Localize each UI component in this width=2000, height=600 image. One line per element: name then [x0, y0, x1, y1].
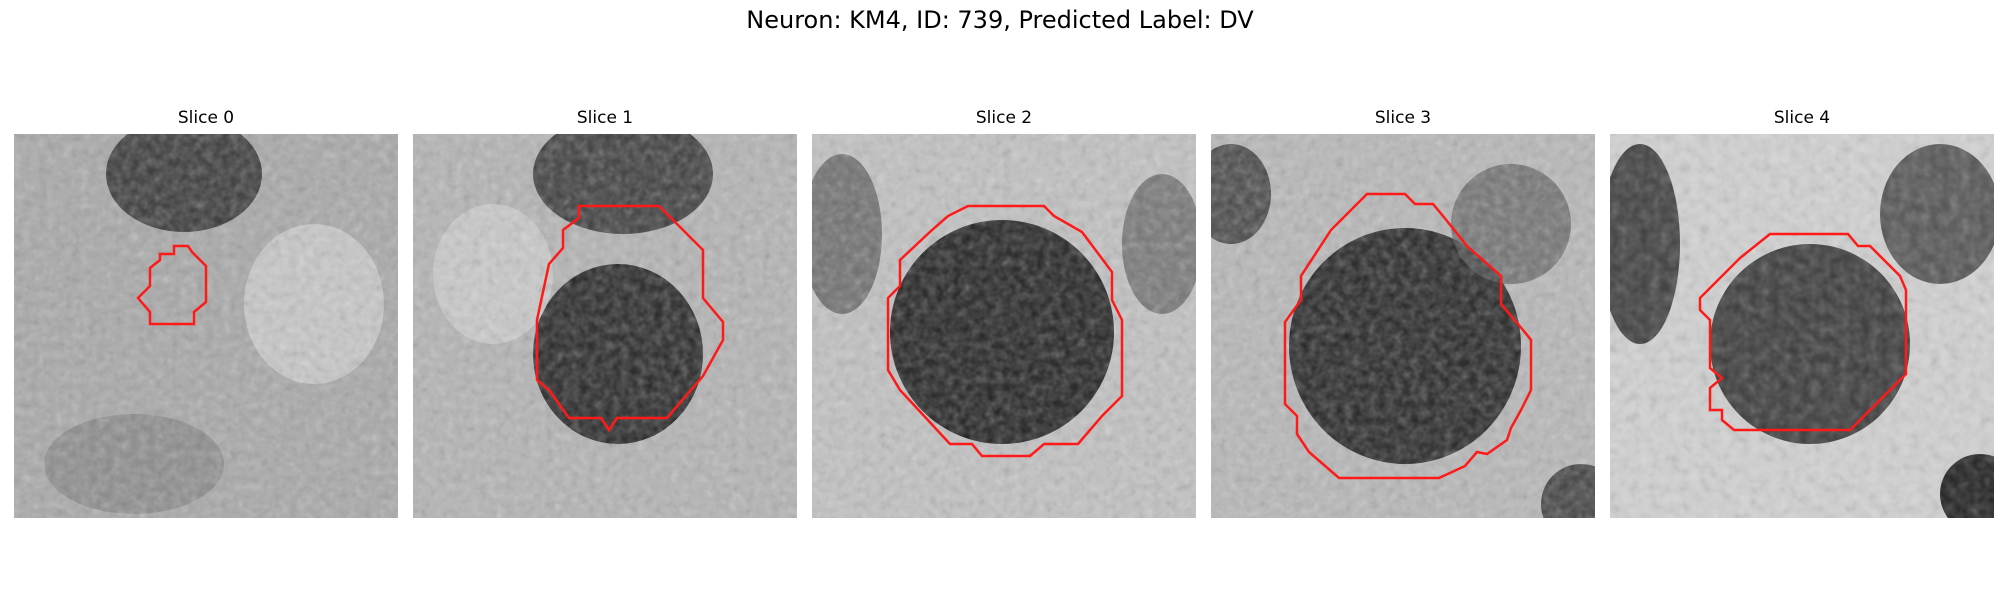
cell-outline	[535, 204, 725, 433]
slice-title: Slice 4	[1773, 108, 1831, 128]
slice-title: Slice 2	[975, 108, 1033, 128]
slice-image	[1610, 134, 1994, 518]
slice-panel-0: Slice 0	[14, 108, 398, 518]
slice-title: Slice 3	[1374, 108, 1432, 128]
figure-title: Neuron: KM4, ID: 739, Predicted Label: D…	[746, 6, 1254, 34]
slice-image	[413, 134, 797, 518]
cell-outline	[136, 244, 208, 326]
slice-panel-4: Slice 4	[1610, 108, 1994, 518]
cell-outline	[886, 204, 1124, 458]
slice-title: Slice 1	[576, 108, 634, 128]
slice-image	[812, 134, 1196, 518]
slice-image	[1211, 134, 1595, 518]
slice-image	[14, 134, 398, 518]
slice-title: Slice 0	[177, 108, 235, 128]
cell-outline	[1698, 232, 1908, 432]
slice-panel-3: Slice 3	[1211, 108, 1595, 518]
cell-outline	[1283, 192, 1533, 480]
slice-panel-2: Slice 2	[812, 108, 1196, 518]
slice-panel-1: Slice 1	[413, 108, 797, 518]
